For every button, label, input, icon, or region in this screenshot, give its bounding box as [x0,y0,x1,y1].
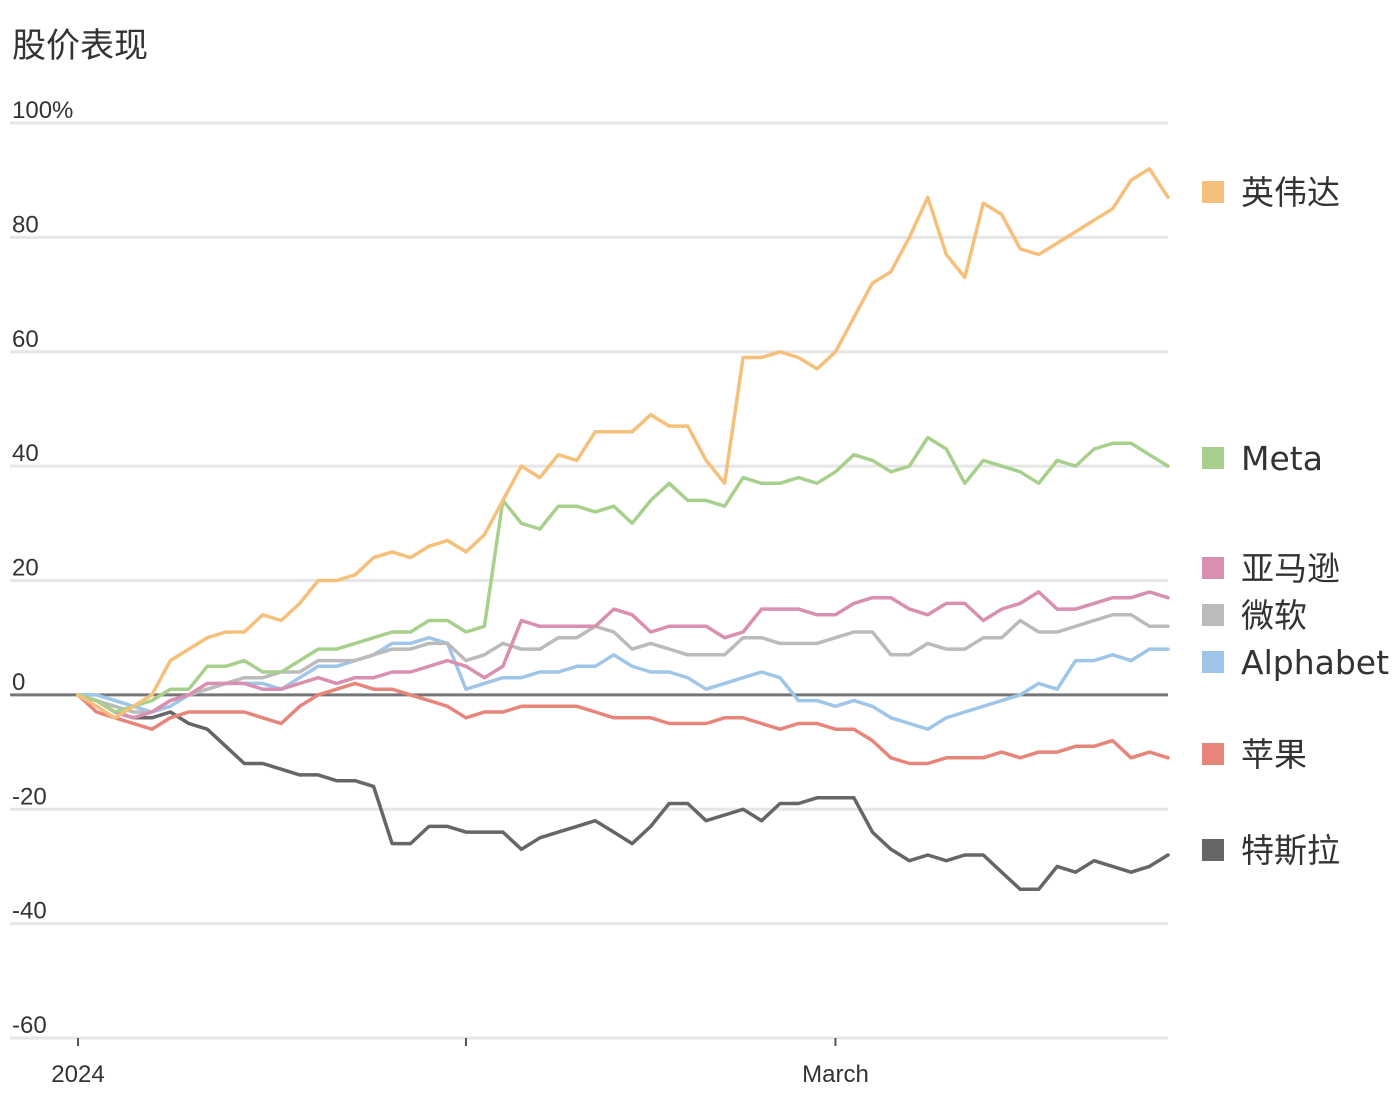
y-tick-label: -20 [12,783,47,810]
chart-title: 股价表现 [12,26,148,66]
series-4-line [76,635,1170,731]
y-tick-label: -60 [12,1012,47,1039]
legend-label: 特斯拉 [1241,831,1340,870]
legend-swatch [1202,181,1224,203]
y-tick-label: 20 [12,555,39,582]
legend-label: Meta [1241,439,1323,478]
series-5-line [76,681,1170,766]
y-tick-label: -40 [12,898,47,925]
y-tick-label: 60 [12,326,39,353]
legend-label: Alphabet [1241,643,1389,682]
series-3-line [76,613,1170,714]
legend-swatch [1202,651,1224,673]
legend-swatch [1202,743,1224,765]
y-tick-label: 100% [12,97,73,124]
series-1-line [76,435,1170,714]
series-6-line [76,693,1170,892]
series-2-line [76,590,1170,720]
legend-swatch [1202,557,1224,579]
x-tick-label: 2024 [51,1061,104,1088]
y-tick-label: 80 [12,211,39,238]
legend-swatch [1202,447,1224,469]
legend-swatch [1202,839,1224,861]
y-tick-label: 0 [12,669,25,696]
legend-label: 微软 [1241,596,1307,635]
y-tick-label: 40 [12,440,39,467]
legend-label: 亚马逊 [1241,549,1340,588]
series-0-line [76,167,1170,720]
legend-swatch [1202,604,1224,626]
x-tick-label: March [802,1061,869,1088]
legend-label: 英伟达 [1241,173,1340,212]
legend-label: 苹果 [1241,735,1307,774]
